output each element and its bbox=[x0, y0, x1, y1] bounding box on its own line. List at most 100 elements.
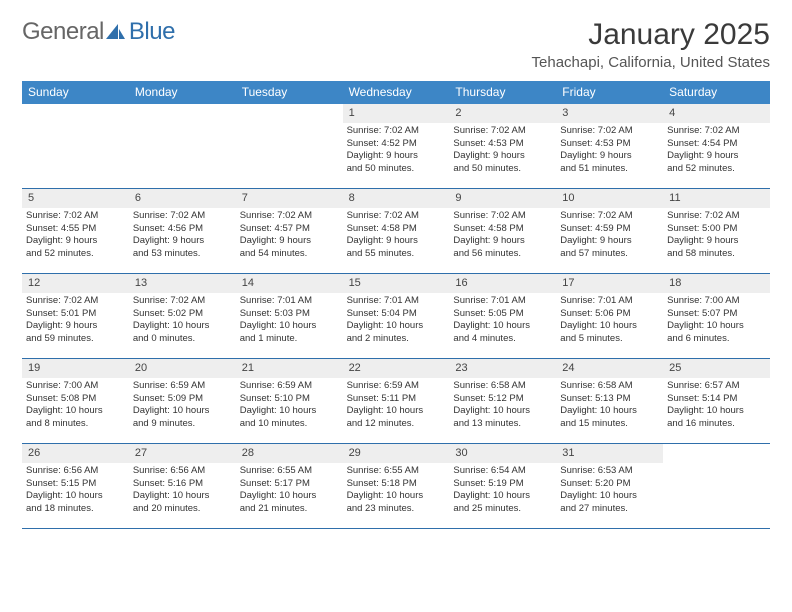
sunset-text: Sunset: 5:13 PM bbox=[560, 393, 659, 406]
weekday-header: Friday bbox=[556, 81, 663, 104]
day-number: 7 bbox=[236, 189, 343, 208]
day-cell: 27Sunrise: 6:56 AMSunset: 5:16 PMDayligh… bbox=[129, 444, 236, 528]
sunset-text: Sunset: 4:53 PM bbox=[560, 138, 659, 151]
logo-text-general: General bbox=[22, 18, 104, 46]
day-cell: 8Sunrise: 7:02 AMSunset: 4:58 PMDaylight… bbox=[343, 189, 450, 273]
daylight-text: Daylight: 9 hours bbox=[453, 235, 552, 248]
sunset-text: Sunset: 4:53 PM bbox=[453, 138, 552, 151]
sunrise-text: Sunrise: 6:54 AM bbox=[453, 465, 552, 478]
day-cell: 18Sunrise: 7:00 AMSunset: 5:07 PMDayligh… bbox=[663, 274, 770, 358]
day-cell: 11Sunrise: 7:02 AMSunset: 5:00 PMDayligh… bbox=[663, 189, 770, 273]
daylight-text: Daylight: 9 hours bbox=[347, 150, 446, 163]
sunset-text: Sunset: 5:20 PM bbox=[560, 478, 659, 491]
sunset-text: Sunset: 4:57 PM bbox=[240, 223, 339, 236]
sunset-text: Sunset: 5:01 PM bbox=[26, 308, 125, 321]
day-number: 9 bbox=[449, 189, 556, 208]
sunrise-text: Sunrise: 7:02 AM bbox=[133, 295, 232, 308]
daylight-text: and 15 minutes. bbox=[560, 418, 659, 431]
sunset-text: Sunset: 5:04 PM bbox=[347, 308, 446, 321]
day-cell: 28Sunrise: 6:55 AMSunset: 5:17 PMDayligh… bbox=[236, 444, 343, 528]
day-cell bbox=[22, 104, 129, 188]
daylight-text: Daylight: 9 hours bbox=[560, 150, 659, 163]
daylight-text: and 1 minute. bbox=[240, 333, 339, 346]
weekday-header: Monday bbox=[129, 81, 236, 104]
day-cell: 3Sunrise: 7:02 AMSunset: 4:53 PMDaylight… bbox=[556, 104, 663, 188]
sunrise-text: Sunrise: 7:01 AM bbox=[560, 295, 659, 308]
logo-text-blue: Blue bbox=[129, 21, 175, 43]
week-row: 1Sunrise: 7:02 AMSunset: 4:52 PMDaylight… bbox=[22, 104, 770, 189]
sunrise-text: Sunrise: 6:56 AM bbox=[133, 465, 232, 478]
daylight-text: and 27 minutes. bbox=[560, 503, 659, 516]
day-number: 24 bbox=[556, 359, 663, 378]
day-cell: 20Sunrise: 6:59 AMSunset: 5:09 PMDayligh… bbox=[129, 359, 236, 443]
day-number: 16 bbox=[449, 274, 556, 293]
day-number: 4 bbox=[663, 104, 770, 123]
day-cell: 22Sunrise: 6:59 AMSunset: 5:11 PMDayligh… bbox=[343, 359, 450, 443]
daylight-text: Daylight: 9 hours bbox=[667, 150, 766, 163]
sunrise-text: Sunrise: 6:57 AM bbox=[667, 380, 766, 393]
daylight-text: and 50 minutes. bbox=[347, 163, 446, 176]
sunrise-text: Sunrise: 7:02 AM bbox=[26, 295, 125, 308]
day-cell: 16Sunrise: 7:01 AMSunset: 5:05 PMDayligh… bbox=[449, 274, 556, 358]
sunrise-text: Sunrise: 7:02 AM bbox=[667, 210, 766, 223]
sunset-text: Sunset: 5:14 PM bbox=[667, 393, 766, 406]
sunrise-text: Sunrise: 6:59 AM bbox=[240, 380, 339, 393]
day-cell: 9Sunrise: 7:02 AMSunset: 4:58 PMDaylight… bbox=[449, 189, 556, 273]
logo: General Blue bbox=[22, 18, 175, 46]
sunrise-text: Sunrise: 7:01 AM bbox=[453, 295, 552, 308]
sunset-text: Sunset: 5:02 PM bbox=[133, 308, 232, 321]
daylight-text: Daylight: 10 hours bbox=[133, 405, 232, 418]
daylight-text: Daylight: 10 hours bbox=[667, 320, 766, 333]
day-number: 14 bbox=[236, 274, 343, 293]
day-number: 27 bbox=[129, 444, 236, 463]
sunset-text: Sunset: 5:12 PM bbox=[453, 393, 552, 406]
weekday-header: Saturday bbox=[663, 81, 770, 104]
day-number: 20 bbox=[129, 359, 236, 378]
sunrise-text: Sunrise: 7:02 AM bbox=[240, 210, 339, 223]
daylight-text: and 0 minutes. bbox=[133, 333, 232, 346]
sunrise-text: Sunrise: 7:02 AM bbox=[347, 210, 446, 223]
daylight-text: Daylight: 9 hours bbox=[347, 235, 446, 248]
week-row: 19Sunrise: 7:00 AMSunset: 5:08 PMDayligh… bbox=[22, 359, 770, 444]
sunrise-text: Sunrise: 7:02 AM bbox=[347, 125, 446, 138]
day-number: 30 bbox=[449, 444, 556, 463]
day-cell: 2Sunrise: 7:02 AMSunset: 4:53 PMDaylight… bbox=[449, 104, 556, 188]
day-cell: 23Sunrise: 6:58 AMSunset: 5:12 PMDayligh… bbox=[449, 359, 556, 443]
day-number: 25 bbox=[663, 359, 770, 378]
day-cell: 17Sunrise: 7:01 AMSunset: 5:06 PMDayligh… bbox=[556, 274, 663, 358]
sunset-text: Sunset: 5:18 PM bbox=[347, 478, 446, 491]
sunset-text: Sunset: 4:55 PM bbox=[26, 223, 125, 236]
day-cell: 7 Sunrise: 7:02 AMSunset: 4:57 PMDaylight… bbox=[236, 189, 343, 273]
day-number: 10 bbox=[556, 189, 663, 208]
sunrise-text: Sunrise: 7:02 AM bbox=[26, 210, 125, 223]
daylight-text: and 20 minutes. bbox=[133, 503, 232, 516]
day-cell bbox=[663, 444, 770, 528]
daylight-text: and 18 minutes. bbox=[26, 503, 125, 516]
logo-sail-icon bbox=[105, 23, 127, 41]
page: General Blue January 2025 Tehachapi, Cal… bbox=[0, 0, 792, 529]
sunset-text: Sunset: 4:59 PM bbox=[560, 223, 659, 236]
sunrise-text: Sunrise: 6:58 AM bbox=[560, 380, 659, 393]
daylight-text: Daylight: 9 hours bbox=[667, 235, 766, 248]
day-number: 23 bbox=[449, 359, 556, 378]
sunrise-text: Sunrise: 7:01 AM bbox=[240, 295, 339, 308]
sunrise-text: Sunrise: 6:59 AM bbox=[133, 380, 232, 393]
sunset-text: Sunset: 4:58 PM bbox=[453, 223, 552, 236]
day-cell: 19Sunrise: 7:00 AMSunset: 5:08 PMDayligh… bbox=[22, 359, 129, 443]
daylight-text: and 52 minutes. bbox=[26, 248, 125, 261]
day-number: 5 bbox=[22, 189, 129, 208]
sunset-text: Sunset: 5:10 PM bbox=[240, 393, 339, 406]
day-number: 8 bbox=[343, 189, 450, 208]
week-row: 5Sunrise: 7:02 AMSunset: 4:55 PMDaylight… bbox=[22, 189, 770, 274]
daylight-text: Daylight: 10 hours bbox=[347, 490, 446, 503]
month-title: January 2025 bbox=[532, 18, 770, 52]
daylight-text: and 25 minutes. bbox=[453, 503, 552, 516]
daylight-text: Daylight: 9 hours bbox=[560, 235, 659, 248]
daylight-text: Daylight: 10 hours bbox=[26, 490, 125, 503]
calendar: Sunday Monday Tuesday Wednesday Thursday… bbox=[22, 81, 770, 529]
day-number: 29 bbox=[343, 444, 450, 463]
day-cell: 4Sunrise: 7:02 AMSunset: 4:54 PMDaylight… bbox=[663, 104, 770, 188]
daylight-text: Daylight: 10 hours bbox=[26, 405, 125, 418]
daylight-text: Daylight: 9 hours bbox=[240, 235, 339, 248]
sunset-text: Sunset: 5:00 PM bbox=[667, 223, 766, 236]
